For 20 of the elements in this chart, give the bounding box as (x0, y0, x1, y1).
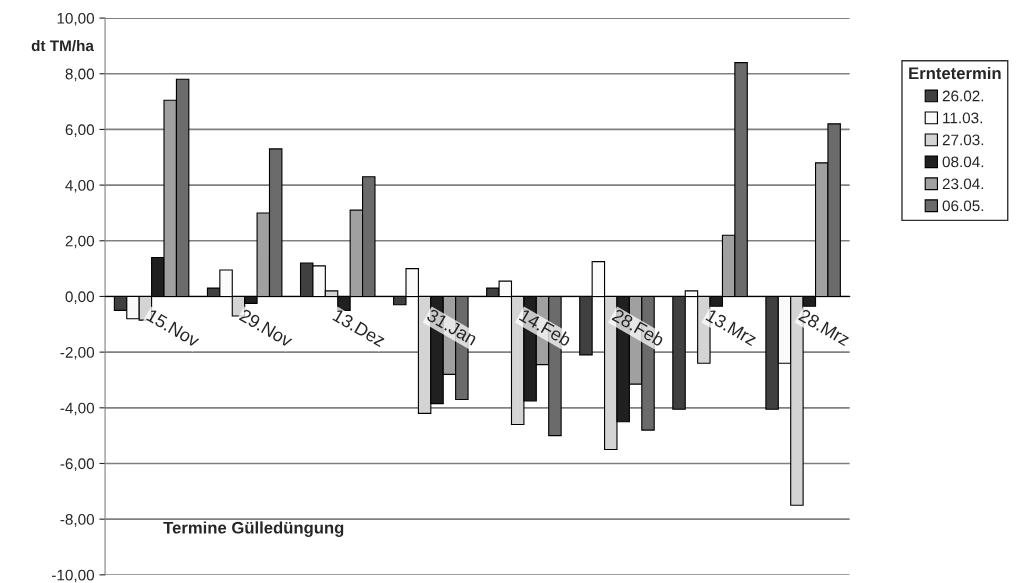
legend-label: 23.04. (942, 178, 984, 190)
y-tick-label: 6,00 (65, 124, 95, 137)
y-axis-title: dt TM/ha (31, 39, 94, 52)
y-tick-label: 4,00 (65, 179, 95, 193)
y-tick-label: -8,00 (60, 514, 95, 527)
legend-label: 26.02. (942, 90, 984, 102)
x-axis-title: Termine Gülledüngung (163, 521, 344, 537)
y-tick-label: 10,00 (57, 12, 95, 26)
legend-title: Erntetermin (909, 66, 1001, 80)
legend-label: 11.03. (943, 112, 982, 124)
y-tick-label: 2,00 (65, 235, 95, 249)
y-tick-label: -2,00 (60, 347, 95, 360)
y-tick-label: -10,00 (52, 569, 95, 583)
legend-label: 06.05. (942, 200, 984, 212)
y-tick-label: -6,00 (60, 458, 95, 471)
y-tick-label: 0,00 (65, 291, 95, 304)
legend-label: 27.03. (942, 134, 984, 146)
y-tick-label: -4,00 (60, 402, 95, 416)
y-tick-label: 8,00 (65, 68, 95, 82)
legend-label: 08.04. (942, 156, 984, 168)
